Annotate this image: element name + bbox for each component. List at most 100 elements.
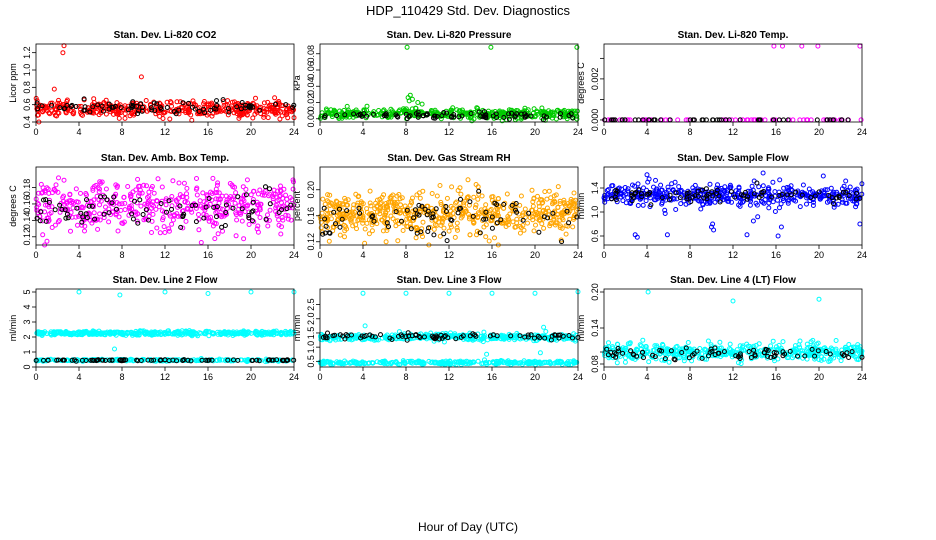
- data-point: [483, 222, 489, 228]
- data-point: [547, 221, 553, 227]
- data-point: [367, 200, 373, 206]
- data-point: [122, 115, 128, 121]
- data-point: [201, 99, 207, 104]
- data-point: [234, 104, 240, 110]
- data-point: [205, 101, 211, 107]
- x-tick-label: 4: [644, 127, 649, 137]
- data-point: [344, 202, 349, 208]
- data-point: [546, 188, 552, 194]
- x-tick-label: 8: [403, 372, 408, 382]
- data-point: [109, 200, 115, 206]
- data-point: [225, 98, 231, 104]
- data-point: [275, 188, 281, 194]
- x-tick-label: 24: [289, 372, 299, 382]
- data-point: [669, 181, 675, 187]
- data-point: [143, 207, 149, 213]
- data-point: [231, 110, 237, 116]
- data-point: [223, 108, 229, 114]
- data-point: [135, 220, 141, 226]
- data-point: [371, 111, 376, 117]
- data-point: [239, 206, 245, 212]
- data-point: [461, 200, 466, 206]
- data-point: [475, 215, 481, 221]
- y-tick-label: 1: [22, 349, 32, 354]
- x-tick-label: 20: [814, 250, 824, 260]
- data-point: [760, 183, 766, 189]
- outlier-point: [744, 232, 750, 238]
- data-point: [465, 177, 471, 183]
- data-point: [413, 235, 419, 241]
- data-point: [459, 113, 465, 119]
- y-tick-label: 0.12: [22, 228, 32, 246]
- data-point: [280, 195, 286, 201]
- data-point: [219, 214, 224, 220]
- x-tick-label: 16: [487, 250, 497, 260]
- data-point: [134, 103, 139, 109]
- data-point: [96, 189, 102, 195]
- data-point: [174, 211, 180, 217]
- data-point: [234, 217, 240, 223]
- data-point: [52, 222, 58, 228]
- data-point: [455, 227, 460, 233]
- data-point: [192, 106, 198, 112]
- x-tick-label: 0: [317, 127, 322, 137]
- data-point: [523, 113, 529, 118]
- data-point: [168, 100, 174, 106]
- data-point: [87, 109, 93, 115]
- data-point: [161, 224, 167, 230]
- data-point: [225, 112, 231, 118]
- data-point: [781, 117, 786, 123]
- data-point: [46, 199, 52, 205]
- data-point: [828, 185, 834, 191]
- data-point: [467, 232, 473, 238]
- x-tick-label: 24: [289, 127, 299, 137]
- data-point: [534, 111, 540, 117]
- data-point: [797, 204, 803, 210]
- data-point: [285, 213, 291, 219]
- data-point: [666, 359, 672, 365]
- x-tick-label: 24: [573, 127, 583, 137]
- data-point: [320, 196, 326, 202]
- data-point: [232, 184, 238, 190]
- outlier-point: [532, 290, 538, 296]
- data-point: [249, 209, 255, 215]
- y-tick-label: 0.02: [306, 94, 316, 112]
- data-point: [270, 196, 276, 202]
- data-point: [82, 228, 87, 234]
- data-point: [558, 111, 563, 117]
- data-point: [466, 216, 472, 222]
- y-tick-label: 0.20: [306, 181, 316, 199]
- data-point: [55, 219, 61, 225]
- data-point: [226, 109, 232, 115]
- data-point: [458, 191, 464, 197]
- data-point: [451, 112, 457, 118]
- data-point: [80, 214, 86, 220]
- data-point: [82, 104, 88, 110]
- data-point: [263, 184, 268, 190]
- data-point: [81, 96, 87, 102]
- data-point: [770, 199, 776, 205]
- data-point: [193, 186, 199, 192]
- data-point: [166, 198, 172, 204]
- data-point: [536, 229, 542, 235]
- x-tick-label: 20: [530, 250, 540, 260]
- y-tick-label: 0.12: [306, 233, 316, 251]
- y-tick-label: 0.6: [590, 230, 600, 243]
- data-point: [256, 105, 262, 111]
- data-point: [439, 215, 445, 221]
- data-point: [64, 200, 70, 206]
- outlier-point: [446, 290, 452, 296]
- data-point: [278, 231, 284, 237]
- outlier-point: [117, 292, 123, 298]
- plot-frame: [603, 166, 863, 246]
- chart-panel-3: Stan. Dev. Li-820 Temp.0 4 8 12 16 20 240.0000…: [576, 30, 867, 137]
- data-point: [135, 176, 141, 182]
- y-tick-label: 2.0: [306, 313, 316, 326]
- data-point: [777, 177, 783, 183]
- data-point: [158, 106, 164, 112]
- data-point: [251, 188, 256, 194]
- data-point: [505, 216, 511, 222]
- data-point: [190, 98, 196, 104]
- data-point: [151, 100, 157, 106]
- data-point: [56, 97, 61, 103]
